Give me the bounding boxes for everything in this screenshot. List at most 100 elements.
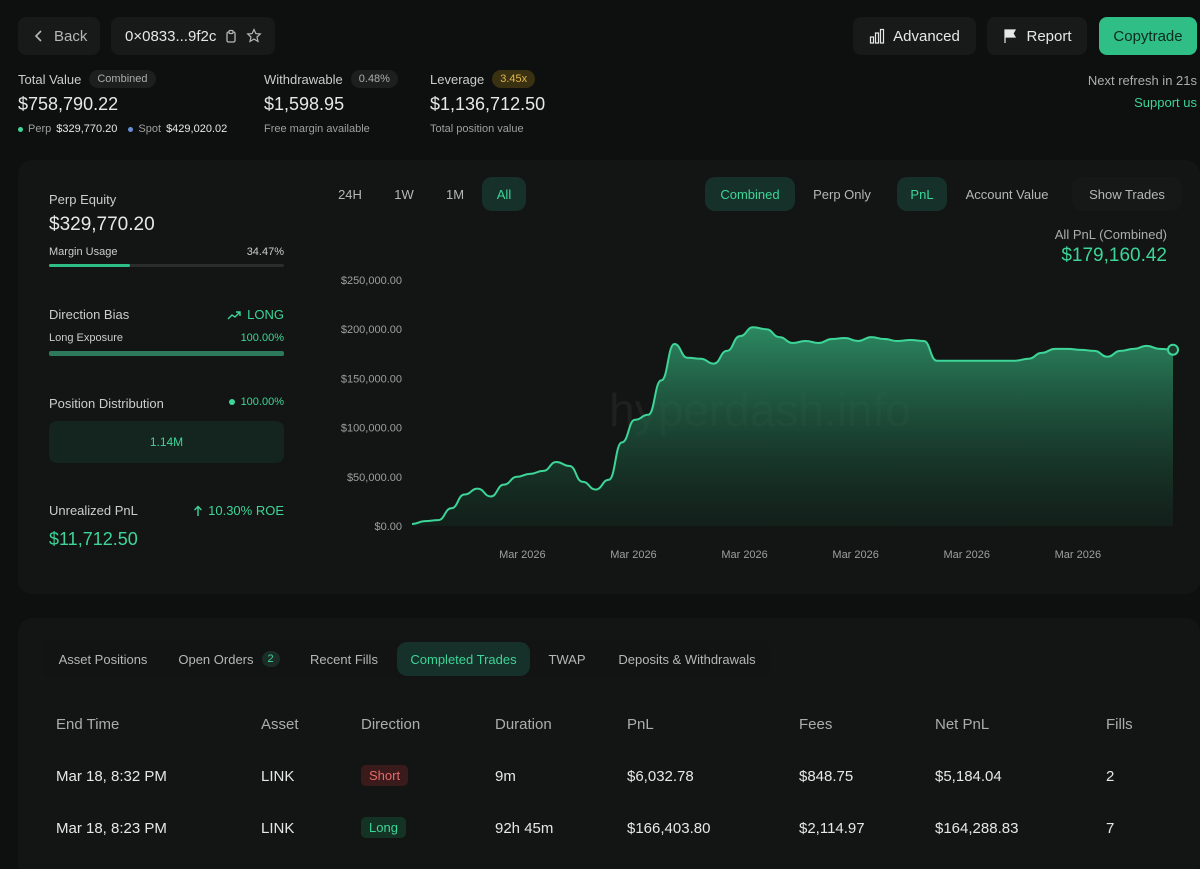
cell-net-pnl: $5,184.04 (935, 768, 1002, 785)
star-icon[interactable] (246, 28, 263, 44)
position-distribution-label: Position Distribution (49, 396, 164, 411)
address-chip: 0×0833...9f2c (111, 17, 275, 55)
spot-value: $429,020.02 (166, 123, 228, 135)
x-tick-label: Mar 2026 (1055, 549, 1101, 561)
tab-deposits-withdrawals[interactable]: Deposits & Withdrawals (606, 642, 768, 676)
unrealized-pnl-value: $11,712.50 (49, 529, 138, 549)
cell-fees: $848.75 (799, 768, 854, 785)
col-header-duration[interactable]: Duration (495, 716, 552, 733)
tab-combined-label: Combined (720, 186, 780, 202)
x-tick-label: Mar 2026 (721, 549, 767, 561)
direction-bias-label: Direction Bias (49, 307, 130, 322)
table-row[interactable] (40, 752, 1180, 800)
withdrawable-pct-badge: 0.48% (350, 70, 398, 88)
direction-badge-short: Short (361, 765, 409, 786)
spot-label: Spot (138, 123, 162, 135)
cell-end-time: Mar 18, 8:32 PM (56, 768, 167, 785)
chevron-left-icon (32, 29, 46, 43)
tab-1m[interactable]: 1M (436, 177, 474, 211)
pnl-total: $179,160.42 (1061, 245, 1167, 266)
col-header-end-time[interactable]: End Time (56, 716, 120, 733)
total-value-stat: Total Value Combined $758,790.22 Perp $3… (18, 70, 248, 135)
support-link[interactable]: Support us (1134, 95, 1197, 110)
tab-all[interactable]: All (482, 177, 526, 211)
advanced-button[interactable]: Advanced (853, 17, 976, 55)
position-distribution-pct: 100.00% (240, 396, 284, 408)
cell-asset[interactable]: LINK (261, 768, 295, 785)
tab-account-value-label: Account Value (965, 186, 1049, 202)
col-header-fills[interactable]: Fills (1106, 716, 1133, 733)
pnl-line (411, 326, 1174, 526)
margin-usage-value: 34.47% (246, 246, 284, 258)
tab-perp-only[interactable]: Perp Only (801, 177, 883, 211)
tab-deposits-withdrawals-label: Deposits & Withdrawals (618, 651, 756, 667)
direction-bias-value: LONG (200, 307, 284, 322)
x-tick-label: Mar 2026 (832, 549, 878, 561)
report-button[interactable]: Report (987, 17, 1087, 55)
long-exposure-bar (49, 351, 284, 356)
tab-24h[interactable]: 24H (328, 177, 372, 211)
arrow-up-icon (193, 505, 203, 517)
direction-bias-text: LONG (247, 307, 284, 322)
roe-value: 10.30% ROE (180, 503, 284, 518)
tab-all-label: All (496, 186, 512, 202)
tab-perp-only-label: Perp Only (813, 186, 871, 202)
perp-equity-value: $329,770.20 (49, 214, 155, 235)
tab-twap[interactable]: TWAP (540, 642, 594, 676)
copy-icon[interactable] (224, 29, 238, 43)
long-exposure-value: 100.00% (240, 332, 284, 344)
tab-account-value[interactable]: Account Value (955, 177, 1059, 211)
direction-badge-long: Long (361, 817, 406, 838)
combined-badge: Combined (89, 70, 156, 88)
tab-asset-positions-label: Asset Positions (58, 651, 148, 667)
open-orders-count-badge: 2 (261, 651, 280, 667)
refresh-text: Next refresh in 21s (1087, 73, 1197, 88)
tab-pnl[interactable]: PnL (897, 177, 947, 211)
back-button[interactable]: Back (18, 17, 100, 55)
margin-usage-fill (49, 264, 130, 267)
long-exposure-fill (49, 351, 284, 356)
position-distribution-bar[interactable]: 1.14M (49, 421, 284, 463)
tab-1m-label: 1M (445, 186, 465, 202)
cell-pnl: $6,032.78 (627, 768, 694, 785)
x-tick-label: Mar 2026 (499, 549, 545, 561)
bar-chart-icon (869, 28, 885, 44)
tab-asset-positions[interactable]: Asset Positions (48, 642, 158, 676)
cell-asset[interactable]: LINK (261, 820, 295, 837)
copytrade-button[interactable]: Copytrade (1099, 17, 1197, 55)
tab-open-orders[interactable]: Open Orders 2 (170, 642, 288, 676)
leverage-label: Leverage (430, 71, 485, 87)
status-dot (228, 399, 235, 405)
show-trades-toggle[interactable]: Show Trades (1072, 177, 1182, 211)
withdrawable-label: Withdrawable (264, 71, 343, 87)
x-tick-label: Mar 2026 (944, 549, 990, 561)
col-header-fees[interactable]: Fees (799, 716, 833, 733)
col-header-pnl[interactable]: PnL (627, 716, 654, 733)
tab-recent-fills[interactable]: Recent Fills (300, 642, 388, 676)
y-tick-label: $0.00 (374, 521, 402, 533)
withdrawable-stat: Withdrawable 0.48% $1,598.95 Free margin… (264, 70, 424, 135)
trending-up-icon (227, 309, 241, 321)
withdrawable-value: $1,598.95 (264, 94, 345, 114)
perp-value: $329,770.20 (56, 123, 118, 135)
tab-1w-label: 1W (394, 186, 414, 202)
cell-fees: $2,114.97 (799, 820, 865, 837)
y-tick-label: $100,000.00 (341, 423, 402, 435)
col-header-direction[interactable]: Direction (361, 716, 421, 733)
position-distribution-bar-label: 1.14M (149, 435, 184, 449)
margin-usage-label: Margin Usage (49, 246, 118, 258)
spot-dot (128, 126, 134, 132)
wallet-address: 0×0833...9f2c (125, 27, 217, 45)
col-header-net-pnl[interactable]: Net PnL (935, 716, 990, 733)
advanced-label: Advanced (893, 27, 960, 45)
tab-combined[interactable]: Combined (705, 177, 795, 211)
margin-usage-bar (49, 264, 284, 267)
leverage-badge: 3.45x (492, 70, 536, 88)
pnl-end-point[interactable] (1167, 343, 1179, 356)
cell-direction: Long (361, 817, 406, 838)
tab-completed-trades[interactable]: Completed Trades (397, 642, 530, 676)
col-header-asset[interactable]: Asset (261, 716, 299, 733)
report-label: Report (1026, 27, 1072, 45)
perp-dot (18, 126, 23, 132)
tab-1w[interactable]: 1W (384, 177, 424, 211)
